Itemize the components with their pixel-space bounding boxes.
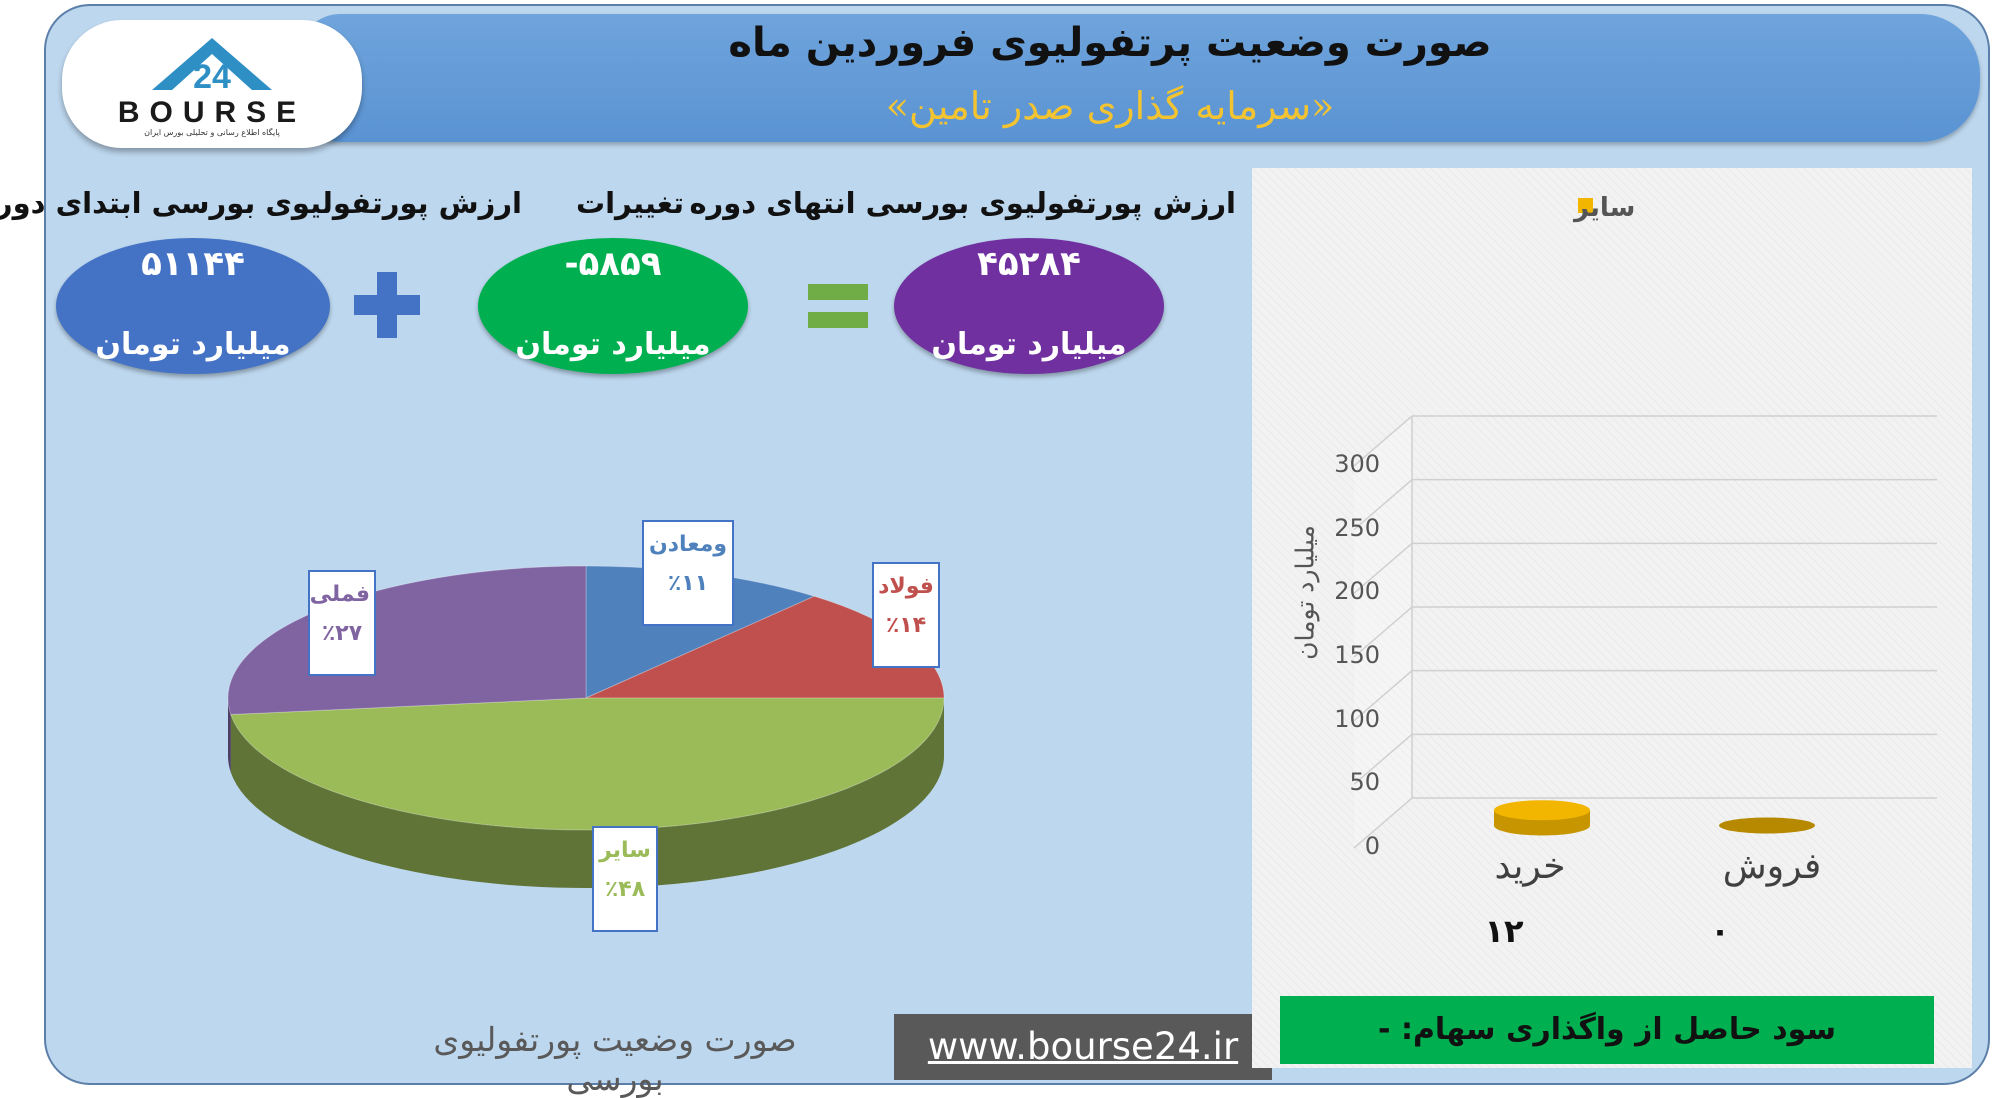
pie-label-foolad: فولاد ٪۱۴	[872, 562, 940, 668]
logo-roof-icon: 24	[152, 38, 272, 96]
change-label: تغییرات	[575, 186, 685, 220]
legend-series-name: سایر	[1574, 193, 1636, 223]
gridline	[1353, 669, 1937, 722]
end-value-ellipse: ۴۵۲۸۴ میلیارد تومان	[894, 238, 1164, 374]
y-tick-label: 100	[1334, 704, 1380, 733]
pie-label-maaden: ومعادن ٪۱۱	[642, 520, 734, 626]
change-ellipse: -۵۸۵۹ میلیارد تومان	[478, 238, 748, 374]
gridline	[1353, 415, 1937, 467]
gridline	[1353, 797, 1937, 849]
plus-sign	[350, 268, 424, 342]
portfolio-pie-chart	[227, 565, 945, 889]
change-unit: میلیارد تومان	[515, 327, 711, 362]
pie-label-name: ومعادن	[648, 532, 728, 557]
legend-swatch	[1578, 198, 1593, 213]
equals-sign	[806, 278, 870, 334]
y-tick-label: 0	[1364, 832, 1380, 860]
pie-slice-فملی	[227, 565, 587, 716]
gridline	[1353, 478, 1937, 531]
pie-label-name: فولاد	[878, 574, 934, 599]
page-title: صورت وضعیت پرتفولیوی فروردین ماه	[728, 20, 1492, 66]
end-value-unit: میلیارد تومان	[931, 327, 1127, 362]
bourse24-logo: 24 BOURSE پایگاه اطلاع رسانی و تحلیلی بو…	[62, 20, 362, 148]
end-value: ۴۵۲۸۴	[977, 244, 1081, 284]
y-tick-label: 50	[1349, 768, 1380, 797]
bar-خرید	[1494, 800, 1590, 836]
gridline	[1353, 542, 1937, 594]
trade-bar-chart	[1353, 415, 1937, 849]
gridline	[1353, 606, 1937, 658]
y-axis-label: میلیارد تومان	[1290, 525, 1320, 660]
pie-label-pct: ٪۴۸	[604, 877, 646, 902]
y-tick-label: 300	[1334, 450, 1380, 478]
data-label-forush: ۰	[1710, 912, 1730, 950]
start-value: ۵۱۱۴۴	[141, 244, 245, 284]
trade-chart-panel	[1252, 168, 1972, 1068]
logo-number: 24	[193, 58, 231, 96]
logo-wordmark: BOURSE	[117, 96, 307, 129]
website-link[interactable]: www.bourse24.ir	[894, 1014, 1272, 1080]
gridline	[1353, 733, 1937, 785]
pie-label-pct: ٪۱۴	[885, 613, 927, 638]
pie-label-sayer: سایر ٪۴۸	[592, 826, 658, 932]
y-tick-label: 250	[1334, 513, 1380, 542]
y-tick-label: 200	[1334, 577, 1380, 606]
y-tick-label: 150	[1334, 641, 1380, 669]
logo-tagline: پایگاه اطلاع رسانی و تحلیلی بورس ایران	[144, 128, 280, 137]
pie-caption: صورت وضعیت پورتفولیوی بورسی	[433, 1020, 797, 1098]
pie-side-فملی	[228, 698, 231, 773]
pie-label-name: فملی	[309, 582, 370, 607]
pie-label-pct: ٪۱۱	[667, 571, 709, 596]
end-value-label: ارزش پورتفولیوی بورسی انتهای دوره	[689, 186, 1236, 220]
header-band	[300, 14, 1980, 142]
pie-label-pct: ٪۲۷	[321, 621, 363, 646]
pie-side-سایر	[230, 698, 944, 889]
x-tick-kharid: خرید	[1494, 846, 1566, 887]
pie-label-fameli: فملی ٪۲۷	[308, 570, 376, 676]
pie-label-name: سایر	[599, 838, 651, 863]
x-tick-forush: فروش	[1722, 846, 1822, 887]
page-subtitle: «سرمایه گذاری صدر تامین»	[885, 84, 1335, 128]
change-value: -۵۸۵۹	[564, 244, 662, 284]
start-value-ellipse: ۵۱۱۴۴ میلیارد تومان	[56, 238, 330, 374]
data-label-kharid: ۱۲	[1484, 912, 1524, 950]
start-value-unit: میلیارد تومان	[95, 327, 291, 362]
start-value-label: ارزش پورتفولیوی بورسی ابتدای دوره	[0, 186, 522, 220]
bar-فروش	[1719, 817, 1815, 834]
profit-summary: سود حاصل از واگذاری سهام: -	[1280, 996, 1934, 1064]
